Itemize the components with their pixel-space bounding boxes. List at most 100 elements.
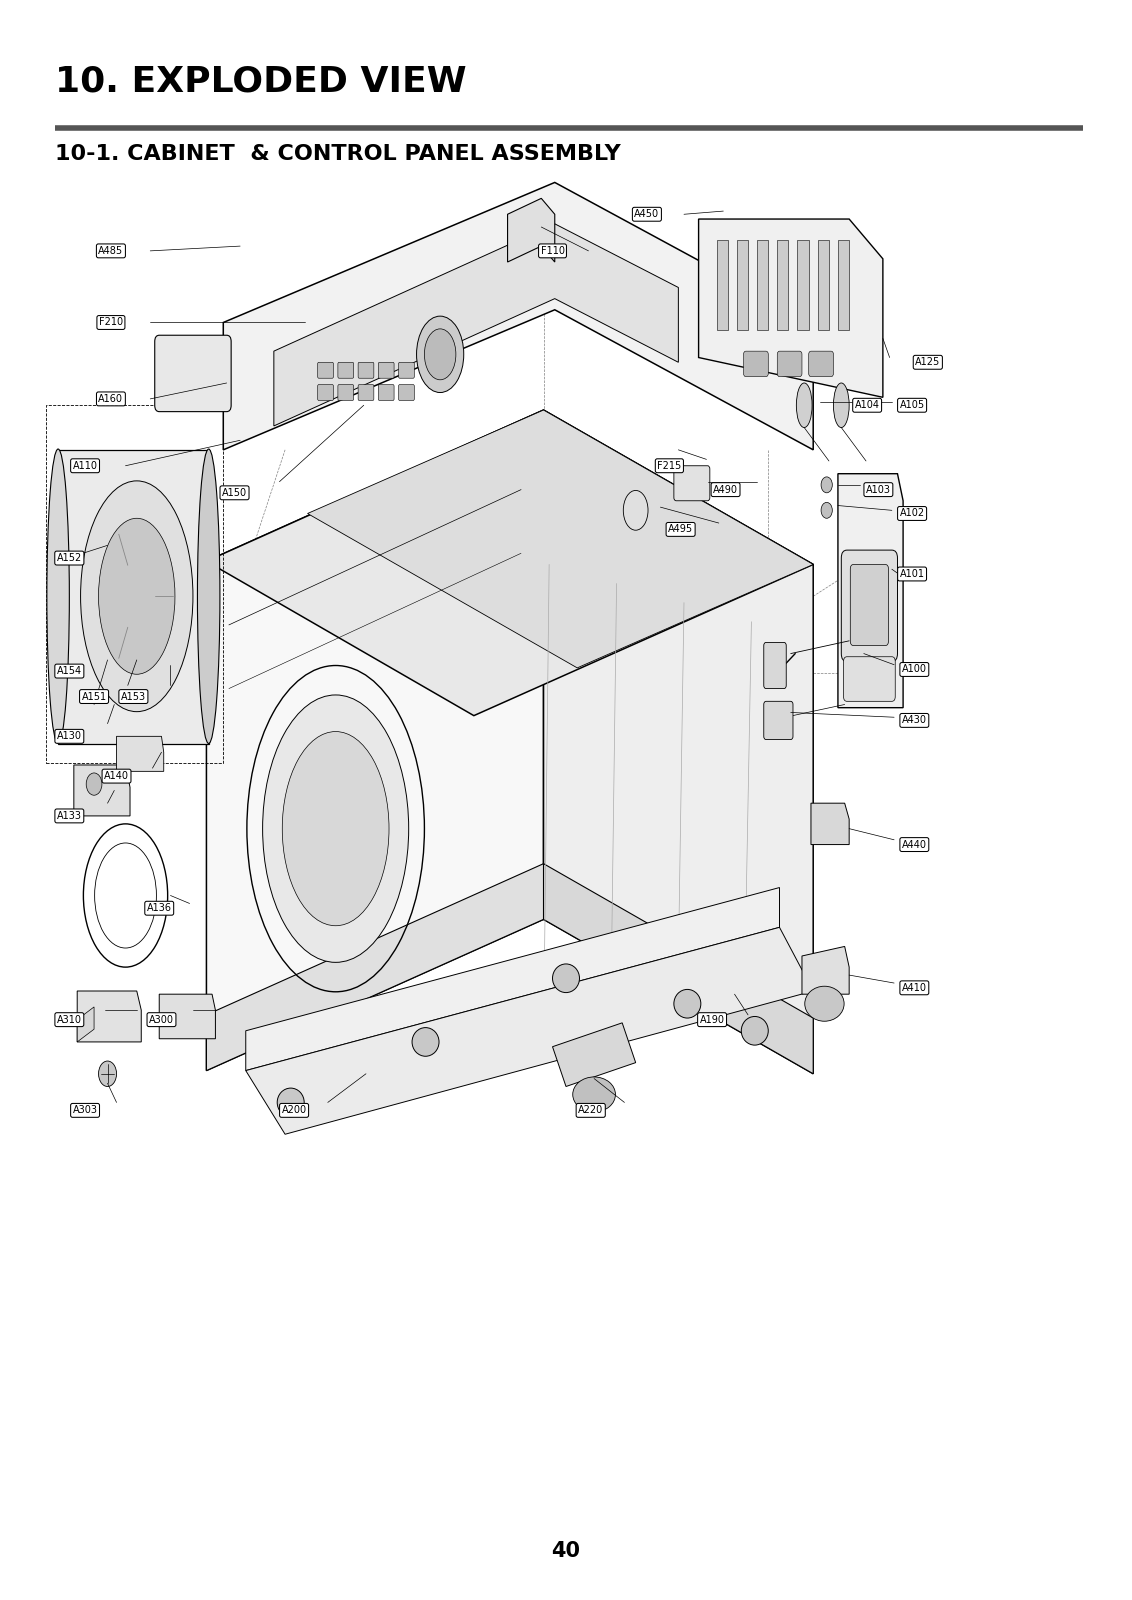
Text: A140: A140 [104, 771, 129, 781]
FancyBboxPatch shape [358, 384, 374, 400]
FancyBboxPatch shape [808, 350, 833, 376]
Ellipse shape [263, 694, 409, 962]
FancyBboxPatch shape [155, 336, 231, 411]
Text: A200: A200 [282, 1106, 307, 1115]
Ellipse shape [624, 491, 648, 530]
FancyBboxPatch shape [318, 362, 334, 378]
Polygon shape [308, 410, 813, 667]
Text: A150: A150 [222, 488, 247, 498]
Text: A152: A152 [57, 554, 82, 563]
Polygon shape [801, 947, 849, 994]
FancyBboxPatch shape [337, 362, 353, 378]
Text: 10. EXPLODED VIEW: 10. EXPLODED VIEW [54, 64, 466, 99]
Text: A105: A105 [900, 400, 925, 410]
Polygon shape [552, 1022, 636, 1086]
Ellipse shape [412, 1027, 439, 1056]
Polygon shape [757, 240, 769, 331]
Text: A133: A133 [57, 811, 82, 821]
FancyBboxPatch shape [841, 550, 898, 661]
Text: A490: A490 [713, 485, 738, 494]
Text: A101: A101 [900, 570, 925, 579]
Polygon shape [58, 450, 208, 744]
Polygon shape [817, 240, 829, 331]
Ellipse shape [552, 963, 580, 992]
Polygon shape [246, 888, 780, 1070]
Text: A102: A102 [900, 509, 925, 518]
Text: F215: F215 [658, 461, 681, 470]
Text: A303: A303 [72, 1106, 97, 1115]
Ellipse shape [98, 1061, 117, 1086]
Text: A130: A130 [57, 731, 82, 741]
Ellipse shape [833, 382, 849, 427]
Polygon shape [77, 1006, 94, 1042]
FancyBboxPatch shape [378, 384, 394, 400]
Text: A300: A300 [149, 1014, 174, 1024]
Text: A154: A154 [57, 666, 82, 677]
Polygon shape [811, 803, 849, 845]
Text: A125: A125 [915, 357, 941, 368]
Polygon shape [117, 736, 164, 771]
FancyBboxPatch shape [398, 362, 414, 378]
Ellipse shape [424, 330, 456, 379]
Text: A220: A220 [578, 1106, 603, 1115]
Text: A103: A103 [866, 485, 891, 494]
Text: A136: A136 [147, 904, 172, 914]
Text: A410: A410 [902, 982, 927, 994]
Text: A310: A310 [57, 1014, 82, 1024]
FancyBboxPatch shape [358, 362, 374, 378]
Text: A110: A110 [72, 461, 97, 470]
Polygon shape [778, 240, 789, 331]
Polygon shape [543, 864, 813, 1074]
Polygon shape [838, 240, 849, 331]
Polygon shape [77, 990, 142, 1042]
Polygon shape [507, 198, 555, 262]
Polygon shape [246, 928, 813, 1134]
Text: A153: A153 [121, 691, 146, 701]
FancyBboxPatch shape [843, 656, 895, 701]
Polygon shape [223, 182, 813, 450]
Text: A104: A104 [855, 400, 880, 410]
Polygon shape [206, 410, 813, 715]
FancyBboxPatch shape [378, 362, 394, 378]
Polygon shape [74, 765, 130, 816]
Text: F210: F210 [98, 317, 123, 328]
Ellipse shape [46, 450, 69, 744]
Ellipse shape [282, 731, 389, 926]
Polygon shape [838, 474, 903, 707]
Text: A151: A151 [82, 691, 106, 701]
Ellipse shape [80, 482, 192, 712]
FancyBboxPatch shape [764, 701, 794, 739]
Text: A495: A495 [668, 525, 693, 534]
Ellipse shape [821, 502, 832, 518]
FancyBboxPatch shape [318, 384, 334, 400]
Text: A440: A440 [902, 840, 927, 850]
Ellipse shape [573, 1077, 616, 1112]
FancyBboxPatch shape [744, 350, 769, 376]
Polygon shape [737, 240, 748, 331]
Ellipse shape [796, 382, 812, 427]
Ellipse shape [674, 989, 701, 1018]
Ellipse shape [197, 450, 220, 744]
FancyBboxPatch shape [850, 565, 889, 646]
Polygon shape [206, 864, 543, 1070]
FancyBboxPatch shape [398, 384, 414, 400]
Polygon shape [717, 240, 728, 331]
FancyBboxPatch shape [778, 350, 801, 376]
Polygon shape [797, 240, 808, 331]
Polygon shape [206, 410, 543, 1070]
Ellipse shape [98, 518, 175, 674]
Ellipse shape [805, 986, 844, 1021]
Text: 40: 40 [551, 1541, 581, 1562]
Polygon shape [274, 224, 678, 426]
Text: F110: F110 [540, 246, 565, 256]
FancyBboxPatch shape [337, 384, 353, 400]
Text: A190: A190 [700, 1014, 724, 1024]
Text: A430: A430 [902, 715, 927, 725]
Polygon shape [698, 219, 883, 397]
Text: A160: A160 [98, 394, 123, 403]
Ellipse shape [741, 1016, 769, 1045]
Polygon shape [160, 994, 215, 1038]
Ellipse shape [277, 1088, 305, 1117]
Text: A485: A485 [98, 246, 123, 256]
Text: A100: A100 [902, 664, 927, 675]
